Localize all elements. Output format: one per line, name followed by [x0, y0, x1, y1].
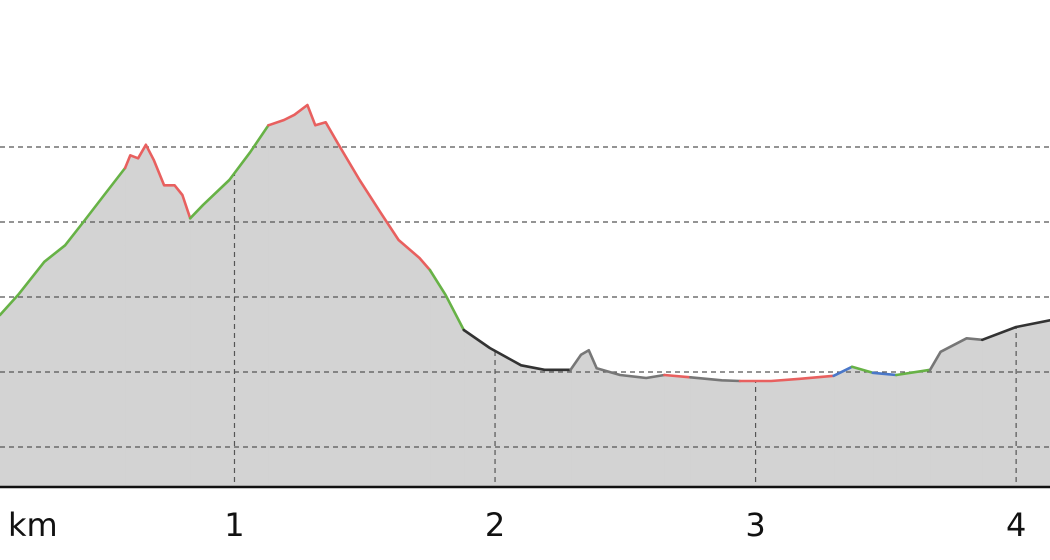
- area-fill: [689, 376, 741, 488]
- profile-line: [0, 166, 127, 317]
- area-fill: [739, 375, 835, 488]
- profile-line: [928, 337, 984, 372]
- area-fill: [429, 268, 465, 488]
- profile-line: [428, 268, 466, 332]
- profile-line: [267, 103, 432, 272]
- area-fill: [872, 372, 897, 488]
- profile-line: [738, 374, 835, 383]
- profile-line: [663, 373, 692, 379]
- profile-line: [689, 376, 742, 383]
- area-fill: [833, 365, 853, 488]
- area-fill: [124, 143, 191, 488]
- profile-line: [850, 365, 875, 375]
- area-fill: [0, 166, 126, 488]
- x-tick-label: 1: [224, 506, 244, 544]
- fill-layer: [0, 104, 1050, 488]
- profile-line: [981, 319, 1050, 342]
- area-fill: [851, 366, 874, 488]
- x-tick-label: 3: [745, 506, 765, 544]
- profile-line: [832, 365, 854, 378]
- profile-line: [871, 371, 898, 377]
- x-tick-label: 2: [485, 506, 505, 544]
- area-fill: [463, 329, 572, 488]
- profile-line: [123, 143, 192, 220]
- profile-line: [188, 124, 270, 220]
- x-tick-label: 4: [1006, 506, 1026, 544]
- profile-line: [895, 368, 932, 377]
- line-layer: [0, 103, 1050, 383]
- x-axis-label: km: [8, 506, 58, 544]
- axis-layer: 1 2 3 4 km: [0, 485, 1050, 544]
- area-fill: [570, 349, 665, 488]
- profile-line: [569, 349, 666, 380]
- profile-line: [462, 328, 572, 372]
- area-fill: [895, 369, 931, 488]
- area-fill: [929, 337, 983, 488]
- area-fill: [663, 374, 691, 488]
